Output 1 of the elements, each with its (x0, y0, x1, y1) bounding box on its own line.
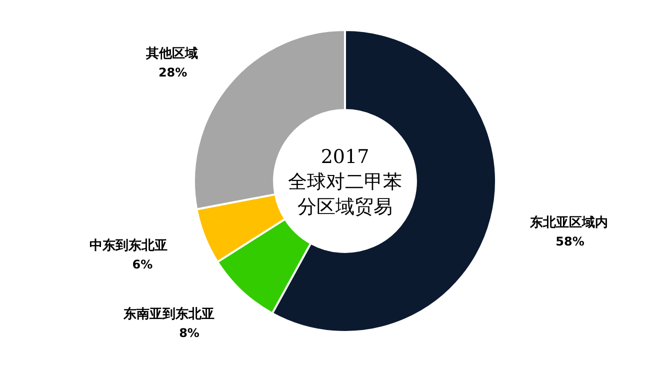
title: 2017 全球对二甲苯分区域贸易 (288, 146, 402, 218)
